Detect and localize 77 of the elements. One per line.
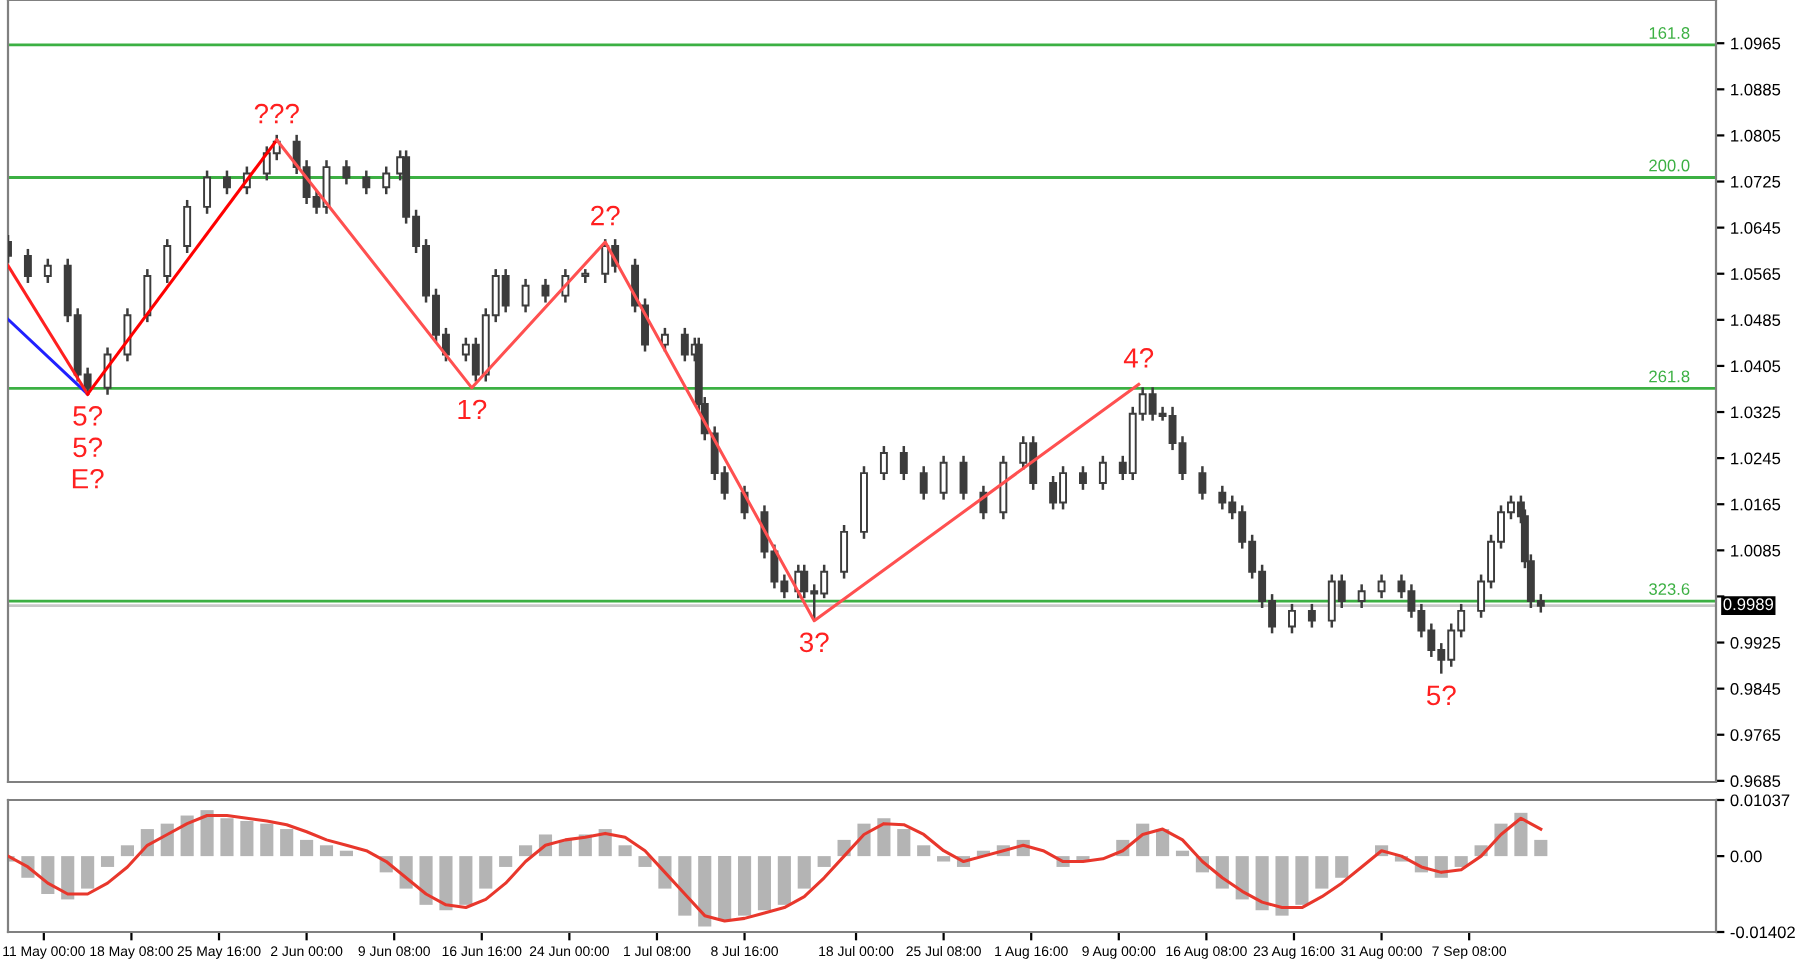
y-tick-label: 1.0645 — [1731, 222, 1781, 234]
ref-line-label: 0.9989 — [1723, 598, 1774, 611]
bar — [817, 856, 831, 867]
bar — [339, 850, 353, 857]
bar — [240, 820, 254, 857]
bar — [678, 856, 692, 916]
y-tick-label: 0.9845 — [1730, 683, 1781, 695]
bar — [757, 856, 772, 911]
bar — [120, 845, 135, 857]
y-tick-label: 0.01037 — [1730, 794, 1790, 807]
bar — [319, 845, 334, 857]
bar — [499, 856, 513, 867]
bar — [1454, 856, 1468, 867]
annotation: 161.8 — [1649, 27, 1690, 39]
bar — [1534, 839, 1548, 857]
bar — [1255, 856, 1269, 911]
y-tick-label: 1.0165 — [1731, 498, 1781, 511]
annotation: 3? — [799, 632, 829, 653]
bar — [718, 856, 732, 922]
y-tick-label: 1.0325 — [1731, 406, 1781, 419]
annotation: 200.0 — [1649, 159, 1690, 172]
y-tick-label: 1.0725 — [1731, 175, 1781, 188]
bar — [419, 856, 433, 905]
bar — [1315, 856, 1329, 889]
bar — [877, 818, 891, 857]
y-tick-label: 0.9925 — [1730, 636, 1781, 649]
bar — [1275, 856, 1289, 916]
bar — [1235, 856, 1249, 900]
bar — [1514, 812, 1528, 857]
y-tick-label: 1.0805 — [1731, 129, 1781, 142]
bar — [777, 856, 791, 905]
y-tick-label: 1.0085 — [1731, 544, 1781, 557]
bar — [220, 818, 234, 857]
annotation: 2? — [591, 205, 620, 226]
bar — [937, 856, 951, 862]
bar — [280, 829, 294, 857]
y-tick-label: 0.00 — [1730, 850, 1762, 863]
annotation: 1? — [458, 399, 487, 420]
annotation: 5? — [73, 406, 103, 426]
bar — [797, 856, 811, 889]
annotation: 5? — [1426, 685, 1456, 706]
y-tick-label: 1.0565 — [1731, 268, 1781, 280]
line-series — [8, 814, 1543, 923]
annotation: 5? — [73, 437, 103, 458]
bar — [459, 856, 473, 905]
bar — [61, 856, 75, 900]
bar — [698, 856, 712, 927]
bar — [897, 829, 911, 857]
bar — [737, 856, 752, 916]
bar — [638, 856, 652, 867]
y-tick-label: 1.0965 — [1731, 37, 1781, 50]
y-tick-label: 1.0245 — [1731, 452, 1781, 465]
annotation: 323.6 — [1649, 583, 1690, 595]
annotation: ??? — [254, 103, 299, 124]
annotation: E? — [72, 468, 104, 489]
y-tick-label: 1.0885 — [1731, 83, 1781, 96]
bar — [1335, 856, 1349, 878]
annotation: 261.8 — [1649, 370, 1690, 383]
bar — [917, 845, 931, 857]
bar — [300, 839, 314, 857]
bar — [200, 810, 214, 857]
bar — [1295, 856, 1309, 905]
bar — [1175, 850, 1190, 857]
y-tick-label: 1.0405 — [1731, 360, 1781, 373]
bar — [439, 856, 453, 911]
bar — [81, 856, 95, 889]
y-tick-label: 0.9765 — [1730, 729, 1781, 741]
bar — [100, 856, 115, 867]
y-tick-label: -0.01402 — [1730, 926, 1795, 939]
y-tick-label: 1.0485 — [1731, 314, 1781, 327]
bar — [479, 856, 493, 889]
y-tick-label: 0.9685 — [1730, 775, 1781, 788]
bar — [260, 823, 274, 857]
bar — [41, 856, 55, 895]
bar — [618, 845, 632, 857]
bar — [519, 845, 533, 857]
annotation: 4? — [1123, 348, 1154, 368]
